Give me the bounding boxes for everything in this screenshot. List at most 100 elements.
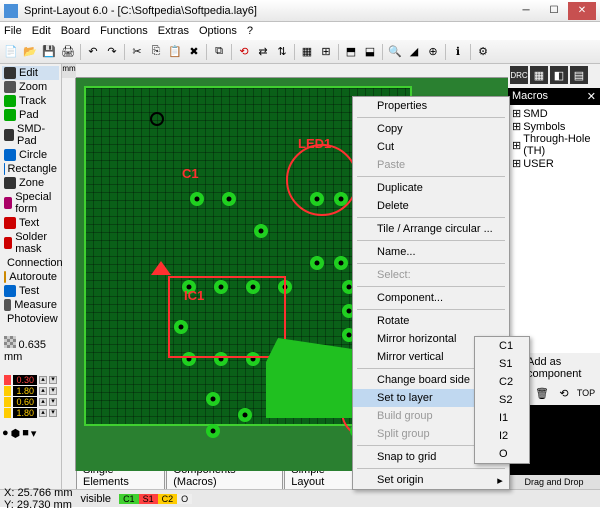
tool-pad[interactable]: Pad [2, 108, 59, 122]
tool-a-icon[interactable]: ◢ [405, 43, 423, 61]
undo-icon[interactable]: ↶ [84, 43, 102, 61]
menu-extras[interactable]: Extras [158, 25, 189, 37]
cut-icon[interactable]: ✂ [128, 43, 146, 61]
ctx-name---[interactable]: Name... [353, 243, 509, 261]
ctx-duplicate[interactable]: Duplicate [353, 179, 509, 197]
top-label[interactable]: TOP [577, 384, 595, 402]
copy-icon[interactable]: ⎘ [147, 43, 165, 61]
shape-square-icon[interactable]: ■ [22, 427, 29, 440]
panel-d-icon[interactable]: ▤ [570, 66, 588, 84]
ctx-properties[interactable]: Properties [353, 97, 509, 115]
ruler-unit[interactable]: mm [62, 64, 76, 78]
redo-icon[interactable]: ↷ [103, 43, 121, 61]
tree-item[interactable]: ⊞ SMD [510, 107, 598, 120]
layer-option-S2[interactable]: S2 [475, 391, 529, 409]
layer-option-C2[interactable]: C2 [475, 373, 529, 391]
save-icon[interactable]: 💾 [40, 43, 58, 61]
open-icon[interactable]: 📂 [21, 43, 39, 61]
maximize-button[interactable]: ☐ [540, 2, 568, 20]
layer-chip-C2[interactable]: C2 [158, 494, 178, 504]
macro-list[interactable] [508, 185, 600, 353]
tool-smd-pad[interactable]: SMD-Pad [2, 122, 59, 148]
ctx-copy[interactable]: Copy [353, 120, 509, 138]
ctx-set-origin[interactable]: Set origin [353, 471, 509, 489]
menu-options[interactable]: Options [199, 25, 237, 37]
align-icon[interactable]: ▦ [298, 43, 316, 61]
tool-zone[interactable]: Zone [2, 176, 59, 190]
layer-chip-C1[interactable]: C1 [119, 494, 139, 504]
ctx-cut[interactable]: Cut [353, 138, 509, 156]
pad[interactable] [254, 224, 268, 238]
tool-b-icon[interactable]: ⊕ [424, 43, 442, 61]
tool-circle[interactable]: Circle [2, 148, 59, 162]
pad[interactable] [334, 192, 348, 206]
print-icon[interactable]: 🖨 [59, 43, 77, 61]
panel-b-icon[interactable]: ▦ [530, 66, 548, 84]
tool-special-form[interactable]: Special form [2, 190, 59, 216]
close-button[interactable]: ✕ [568, 2, 596, 20]
layer-option-C1[interactable]: C1 [475, 337, 529, 355]
pad[interactable] [310, 256, 324, 270]
menu-?[interactable]: ? [247, 25, 253, 37]
component-label[interactable]: LED1 [298, 136, 331, 151]
pad[interactable] [222, 192, 236, 206]
tool-photoview[interactable]: Photoview [2, 312, 59, 326]
gear-icon[interactable]: ⚙ [474, 43, 492, 61]
new-icon[interactable]: 📄 [2, 43, 20, 61]
layer-chip-S1[interactable]: S1 [139, 494, 158, 504]
tool-solder-mask[interactable]: Solder mask [2, 230, 59, 256]
menu-board[interactable]: Board [61, 25, 90, 37]
macro-tree[interactable]: ⊞ SMD⊞ Symbols⊞ Through-Hole (TH)⊞ USER [508, 105, 600, 185]
mirror-v-icon[interactable]: ⇅ [273, 43, 291, 61]
minimize-button[interactable]: ─ [512, 2, 540, 20]
pad[interactable] [190, 192, 204, 206]
paste-icon[interactable]: 📋 [166, 43, 184, 61]
layer-option-S1[interactable]: S1 [475, 355, 529, 373]
macro-close-icon[interactable]: ✕ [587, 90, 596, 103]
shape-octagon-icon[interactable]: ⬢ [11, 427, 21, 440]
tool-rectangle[interactable]: Rectangle [2, 162, 59, 176]
pad[interactable] [206, 392, 220, 406]
pad[interactable] [310, 192, 324, 206]
ungroup-icon[interactable]: ⬓ [361, 43, 379, 61]
ctx-delete[interactable]: Delete [353, 197, 509, 215]
tree-item[interactable]: ⊞ USER [510, 157, 598, 170]
tool-text[interactable]: Text [2, 216, 59, 230]
duplicate-icon[interactable]: ⧉ [210, 43, 228, 61]
ctx-tile---arrange-circular----[interactable]: Tile / Arrange circular ... [353, 220, 509, 238]
tool-edit[interactable]: Edit [2, 66, 59, 80]
pad[interactable] [334, 256, 348, 270]
ctx-component---[interactable]: Component... [353, 289, 509, 307]
component-label[interactable]: C1 [182, 166, 199, 181]
shape-circle-icon[interactable]: ● [2, 427, 9, 440]
group-icon[interactable]: ⬒ [342, 43, 360, 61]
tool-zoom[interactable]: Zoom [2, 80, 59, 94]
snap-icon[interactable]: ⊞ [317, 43, 335, 61]
delete-macro-icon[interactable]: 🗑 [533, 384, 551, 402]
ctx-rotate[interactable]: Rotate [353, 312, 509, 330]
tool-track[interactable]: Track [2, 94, 59, 108]
delete-icon[interactable]: ✖ [185, 43, 203, 61]
tool-connections[interactable]: Connections [2, 256, 59, 270]
tree-item[interactable]: ⊞ Through-Hole (TH) [510, 133, 598, 157]
tree-item[interactable]: ⊞ Symbols [510, 120, 598, 133]
zoom-icon[interactable]: 🔍 [386, 43, 404, 61]
pad[interactable] [206, 424, 220, 438]
rotate-icon[interactable]: ⟲ [235, 43, 253, 61]
layer-option-O[interactable]: O [475, 445, 529, 463]
layer-chip-O[interactable]: O [177, 494, 192, 504]
rotate-macro-icon[interactable]: ⟲ [555, 384, 573, 402]
pad[interactable] [238, 408, 252, 422]
info-icon[interactable]: ℹ [449, 43, 467, 61]
tool-autoroute[interactable]: Autoroute [2, 270, 59, 284]
tool-test[interactable]: Test [2, 284, 59, 298]
drc-icon[interactable]: DRC [510, 66, 528, 84]
layer-option-I2[interactable]: I2 [475, 427, 529, 445]
mirror-h-icon[interactable]: ⇄ [254, 43, 272, 61]
menu-file[interactable]: File [4, 25, 22, 37]
shape-more-icon[interactable]: ▾ [31, 427, 37, 440]
panel-c-icon[interactable]: ◧ [550, 66, 568, 84]
menu-edit[interactable]: Edit [32, 25, 51, 37]
tool-measure[interactable]: Measure [2, 298, 59, 312]
menu-functions[interactable]: Functions [100, 25, 148, 37]
